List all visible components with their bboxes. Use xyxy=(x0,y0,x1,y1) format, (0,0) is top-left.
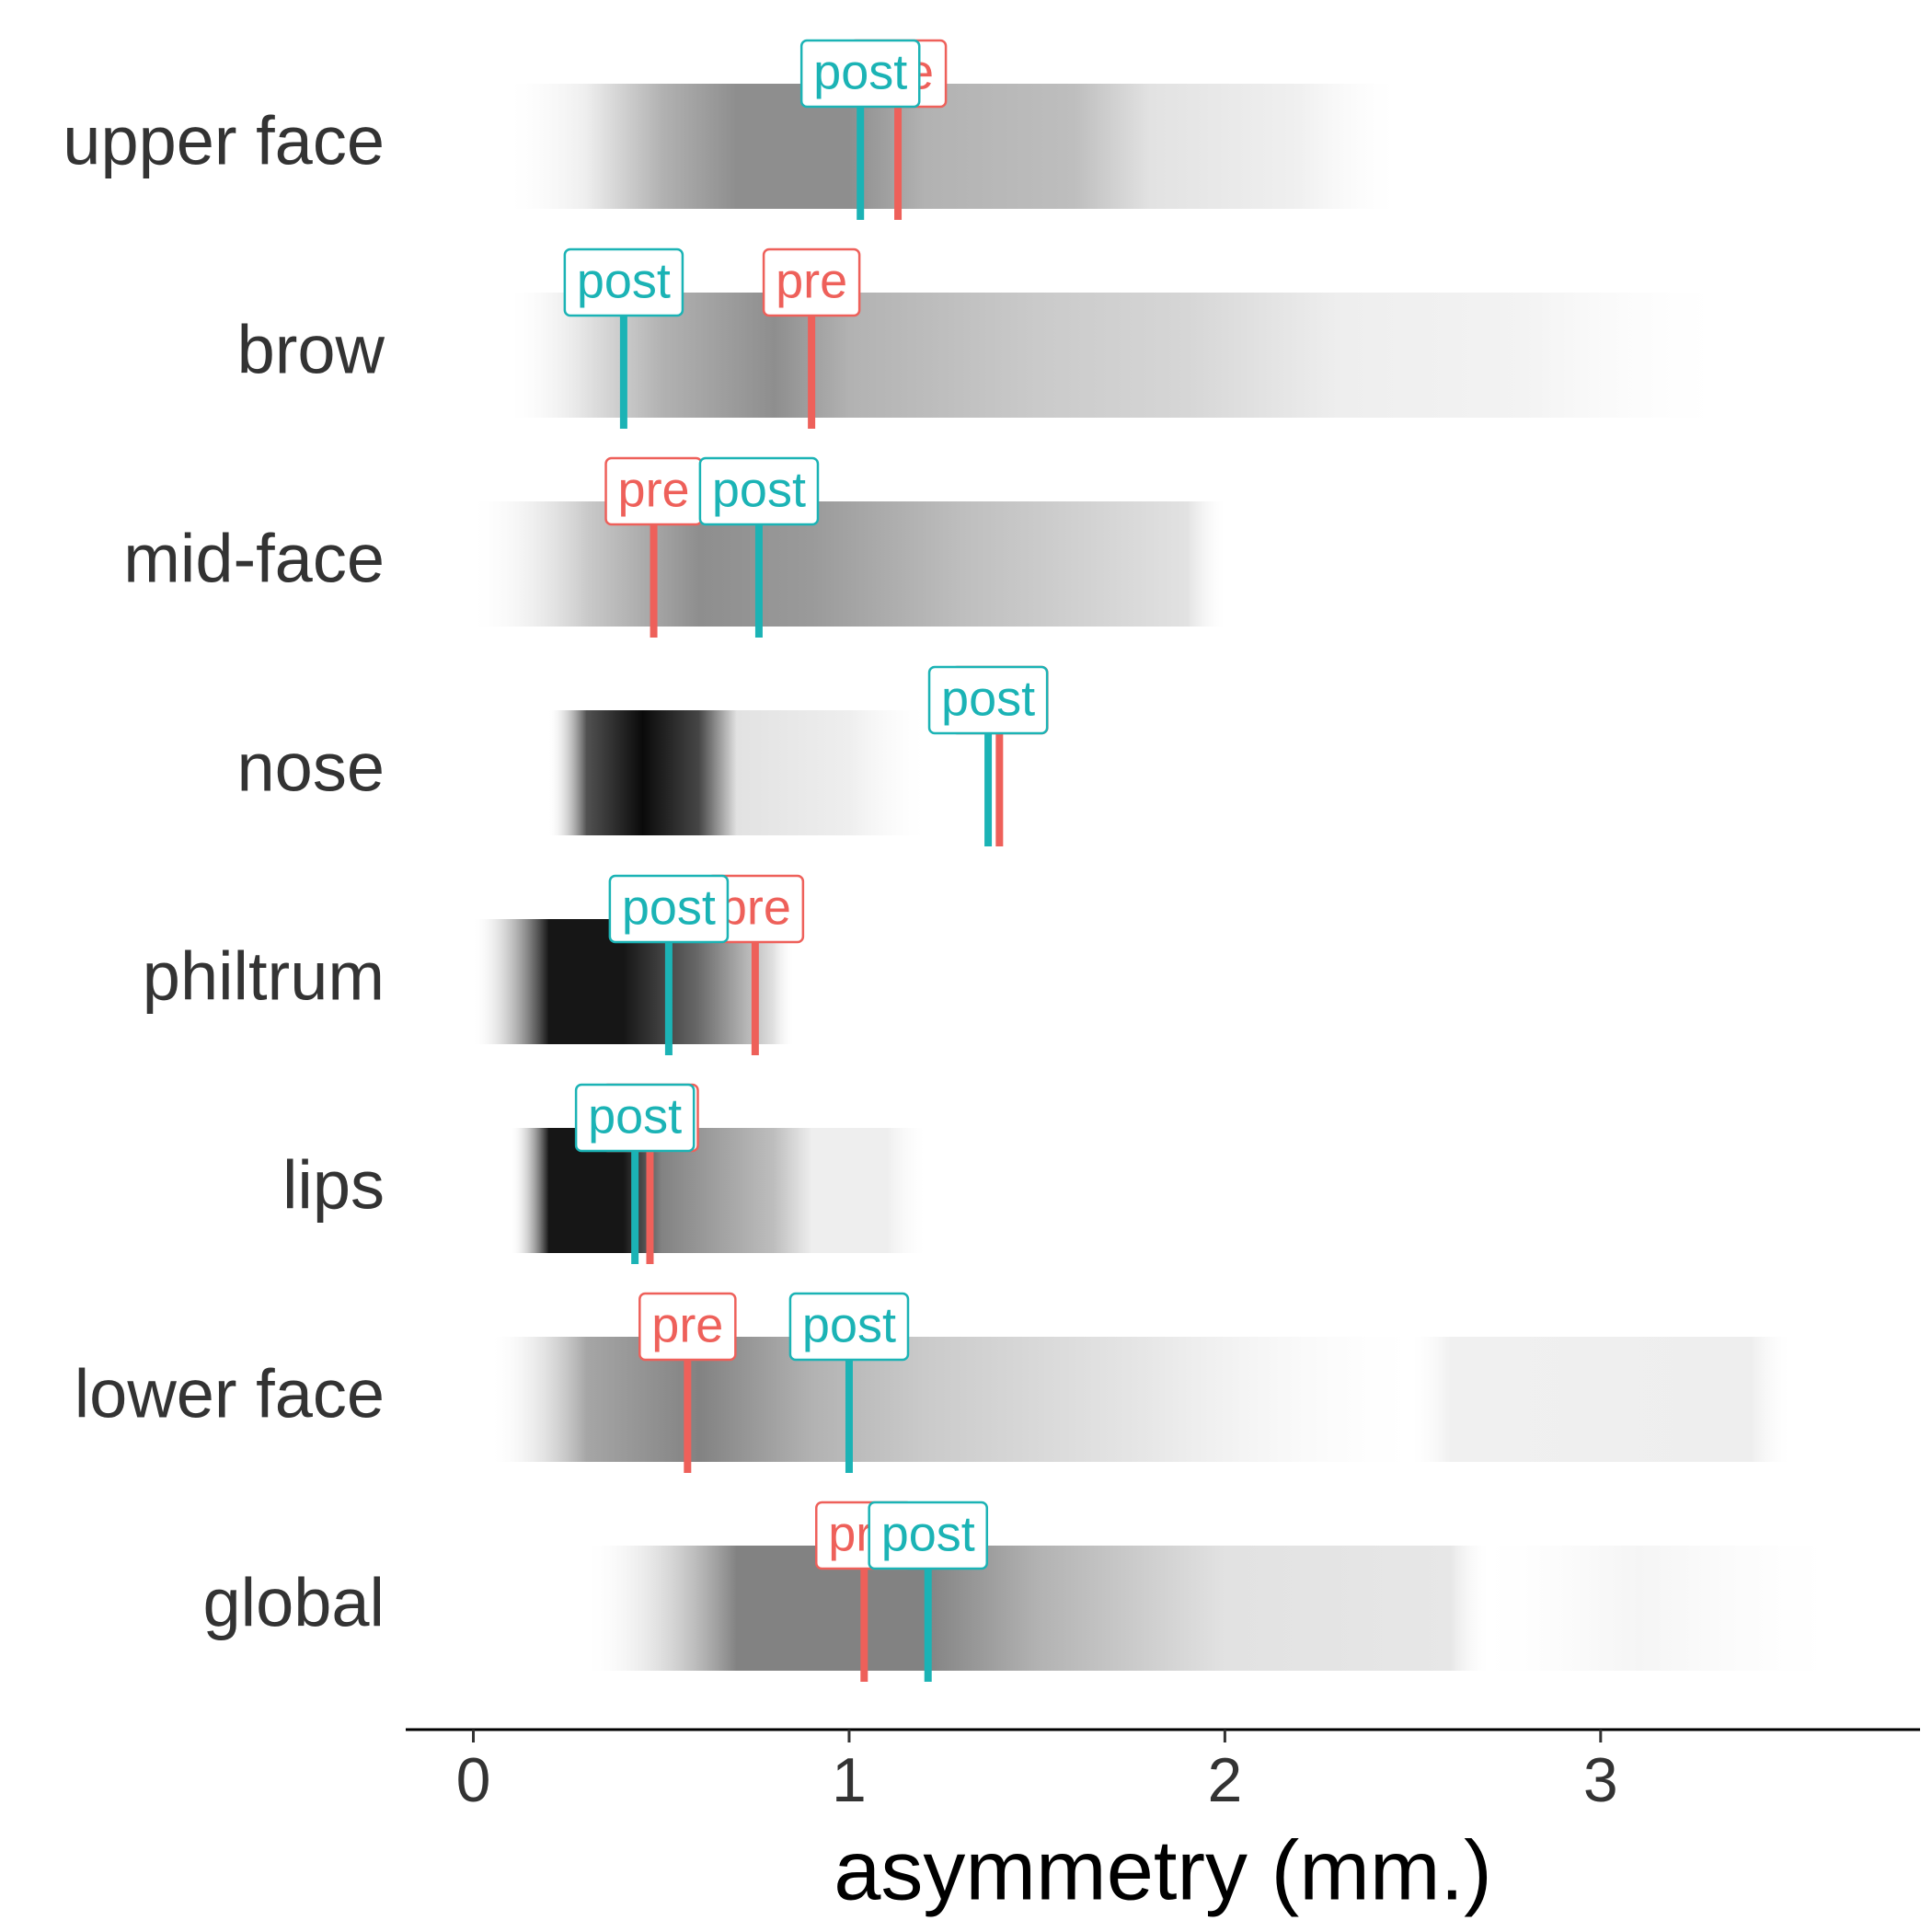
density-segment xyxy=(1300,84,1395,209)
density-segment xyxy=(698,710,737,835)
density-segment xyxy=(1488,1546,1639,1671)
density-segment xyxy=(1450,1337,1752,1462)
density-segment xyxy=(1149,1337,1414,1462)
density-segment xyxy=(736,710,850,835)
density-segment xyxy=(774,1128,812,1253)
marker-label-box xyxy=(868,1501,989,1570)
density-segment xyxy=(924,84,1075,209)
density-segment xyxy=(511,84,587,209)
marker-label: pre xyxy=(651,1297,723,1352)
density-segment xyxy=(1751,1337,1789,1462)
density-segment xyxy=(586,1546,737,1671)
density-segment xyxy=(1187,293,1339,418)
marker-label: post xyxy=(588,1088,682,1144)
density-segment xyxy=(811,501,962,627)
marker-label-box xyxy=(762,247,861,317)
density-segment xyxy=(1149,84,1301,209)
density-segment xyxy=(586,84,662,209)
density-segment xyxy=(924,1337,1151,1462)
marker-label-box xyxy=(698,456,820,526)
marker-label: post xyxy=(941,671,1035,726)
y-tick-label: nose xyxy=(237,730,385,806)
marker-label-box xyxy=(638,1292,737,1362)
density-segment xyxy=(661,84,737,209)
density-segment xyxy=(511,1128,549,1253)
y-tick-label: upper face xyxy=(63,103,385,179)
y-tick-label: philtrum xyxy=(143,938,385,1015)
density-segment xyxy=(473,919,549,1044)
density-segment xyxy=(1337,293,1526,418)
density-segment xyxy=(1187,501,1225,627)
density-segment xyxy=(1037,1546,1225,1671)
y-tick-label: brow xyxy=(237,312,385,388)
marker-label-box xyxy=(927,665,1049,735)
density-segment xyxy=(1037,293,1189,418)
marker-label-box xyxy=(574,1083,696,1153)
density-segment xyxy=(848,710,926,835)
density-segment xyxy=(1525,293,1714,418)
y-tick-label: lips xyxy=(282,1147,385,1224)
density-segment xyxy=(1225,1546,1451,1671)
density-segment xyxy=(1638,1546,1827,1671)
marker-label: post xyxy=(712,462,806,517)
x-tick-label: 2 xyxy=(1207,1745,1242,1815)
y-tick-label: mid-face xyxy=(123,521,385,597)
density-segment xyxy=(473,501,587,627)
y-tick-label: global xyxy=(202,1565,385,1641)
density-segment xyxy=(811,1128,888,1253)
marker-label-box xyxy=(608,874,730,944)
density-segment xyxy=(1412,1337,1451,1462)
marker-label-box xyxy=(788,1292,910,1362)
marker-label: post xyxy=(622,880,716,935)
marker-label: post xyxy=(881,1506,975,1561)
density-segment xyxy=(774,919,794,1044)
density-segment xyxy=(586,710,643,835)
marker-label: post xyxy=(802,1297,896,1352)
x-tick-label: 0 xyxy=(456,1745,491,1815)
marker-label-box xyxy=(563,247,684,317)
density-segment xyxy=(548,710,587,835)
density-segment xyxy=(1075,84,1151,209)
density-segment xyxy=(1450,1546,1489,1671)
density-segment xyxy=(961,501,1189,627)
marker-label: post xyxy=(577,253,671,308)
density-segment xyxy=(491,1337,587,1462)
density-segment xyxy=(848,293,1038,418)
x-tick-label: 3 xyxy=(1583,1745,1618,1815)
density-segment xyxy=(886,1128,926,1253)
marker-label: pre xyxy=(776,253,847,308)
marker-label: pre xyxy=(618,462,690,517)
marker-label-box xyxy=(799,39,921,109)
x-axis-title: asymmetry (mm.) xyxy=(834,1823,1491,1917)
marker-label: pre xyxy=(719,880,791,935)
marker-label: post xyxy=(813,44,907,99)
x-tick-label: 1 xyxy=(832,1745,867,1815)
density-segment xyxy=(642,710,700,835)
y-tick-label: lower face xyxy=(75,1356,385,1432)
